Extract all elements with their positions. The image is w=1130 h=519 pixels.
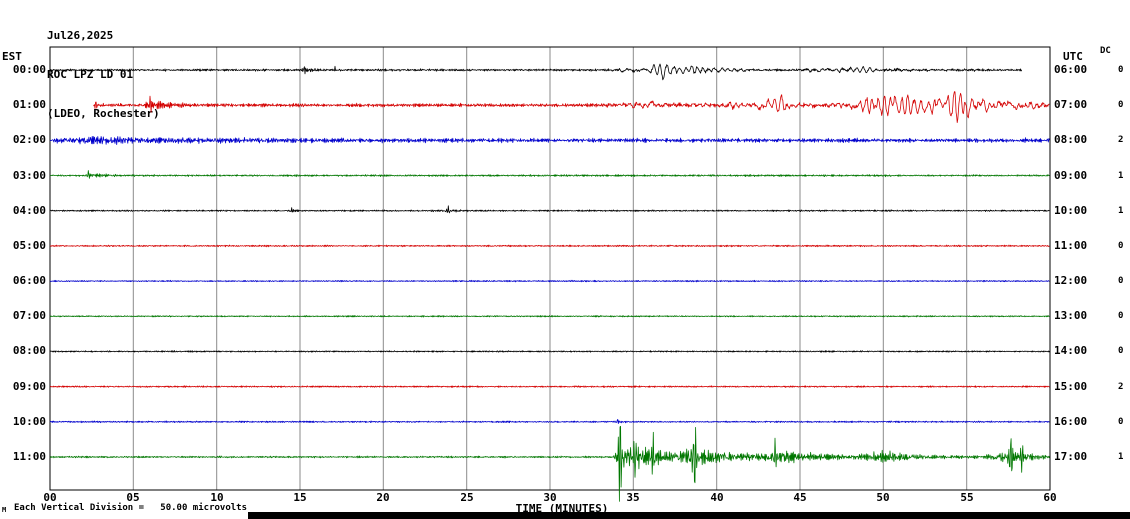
x-tick-label: 20 — [376, 491, 390, 504]
trace-0900 — [50, 385, 1050, 388]
row-label-est: 01:00 — [12, 98, 46, 111]
trace-0100 — [93, 91, 1050, 123]
row-label-utc: 14:00 — [1054, 344, 1088, 357]
row-label-est: 00:00 — [12, 63, 46, 76]
row-gain-flag: 0 — [1118, 276, 1124, 286]
footer-mark: M — [2, 506, 7, 514]
gain-column-header: DC — [1100, 46, 1111, 56]
left-axis-label: EST — [2, 50, 22, 63]
row-label-est: 05:00 — [12, 239, 46, 252]
row-gain-flag: 0 — [1118, 417, 1124, 427]
trace-1100 — [49, 425, 1050, 502]
row-label-utc: 16:00 — [1054, 415, 1088, 428]
row-gain-flag: 0 — [1118, 311, 1124, 321]
trace-0300 — [49, 170, 1050, 179]
x-tick-label: 60 — [1043, 491, 1057, 504]
x-tick-label: 35 — [626, 491, 640, 504]
row-gain-flag: 0 — [1118, 65, 1124, 75]
row-label-utc: 10:00 — [1054, 204, 1088, 217]
row-label-est: 11:00 — [12, 450, 46, 463]
row-label-est: 09:00 — [12, 380, 46, 393]
header-block: Jul26,2025 ROC LPZ LD 01 (LDEO, Rocheste… — [47, 3, 160, 146]
row-gain-flag: 0 — [1118, 241, 1124, 251]
x-tick-label: 05 — [126, 491, 140, 504]
row-gain-flag: 2 — [1118, 382, 1124, 392]
row-gain-flag: 1 — [1118, 452, 1124, 462]
x-tick-label: 50 — [876, 491, 890, 504]
row-label-est: 03:00 — [12, 169, 46, 182]
x-tick-label: 10 — [210, 491, 224, 504]
trace-1000 — [49, 418, 1050, 425]
trace-0500 — [49, 244, 1050, 248]
row-label-est: 10:00 — [12, 415, 46, 428]
trace-0600 — [49, 279, 1050, 283]
row-label-utc: 11:00 — [1054, 239, 1088, 252]
trace-0800 — [49, 350, 1050, 353]
x-tick-label: 25 — [460, 491, 474, 504]
row-label-est: 04:00 — [12, 204, 46, 217]
header-date: Jul26,2025 — [47, 29, 114, 42]
row-label-utc: 13:00 — [1054, 309, 1088, 322]
row-label-utc: 08:00 — [1054, 133, 1088, 146]
trace-0700 — [49, 315, 1050, 318]
row-label-est: 07:00 — [12, 309, 46, 322]
row-label-utc: 09:00 — [1054, 169, 1088, 182]
bottom-bar — [248, 512, 1130, 519]
row-label-est: 08:00 — [12, 344, 46, 357]
x-tick-label: 00 — [43, 491, 57, 504]
header-network: (LDEO, Rochester) — [47, 107, 160, 120]
row-label-utc: 12:00 — [1054, 274, 1088, 287]
row-label-utc: 15:00 — [1054, 380, 1088, 393]
row-label-utc: 17:00 — [1054, 450, 1088, 463]
row-label-utc: 06:00 — [1054, 63, 1088, 76]
row-gain-flag: 1 — [1118, 171, 1124, 181]
row-label-est: 02:00 — [12, 133, 46, 146]
x-tick-label: 40 — [710, 491, 724, 504]
x-tick-label: 30 — [543, 491, 557, 504]
trace-0400 — [49, 205, 1050, 214]
footer-note: Each Vertical Division = 50.00 microvolt… — [14, 503, 247, 513]
x-tick-label: 45 — [793, 491, 807, 504]
right-axis-label: UTC — [1063, 50, 1083, 63]
x-tick-label: 15 — [293, 491, 307, 504]
row-gain-flag: 0 — [1118, 346, 1124, 356]
trace-0200 — [49, 135, 1050, 146]
x-tick-label: 55 — [960, 491, 974, 504]
header-station: ROC LPZ LD 01 — [47, 68, 134, 81]
row-label-utc: 07:00 — [1054, 98, 1088, 111]
plot-border — [49, 46, 1051, 491]
row-gain-flag: 2 — [1118, 135, 1124, 145]
row-gain-flag: 0 — [1118, 100, 1124, 110]
x-axis-title: TIME (MINUTES) — [515, 502, 609, 515]
trace-0000 — [49, 63, 1023, 81]
row-label-est: 06:00 — [12, 274, 46, 287]
row-gain-flag: 1 — [1118, 206, 1124, 216]
